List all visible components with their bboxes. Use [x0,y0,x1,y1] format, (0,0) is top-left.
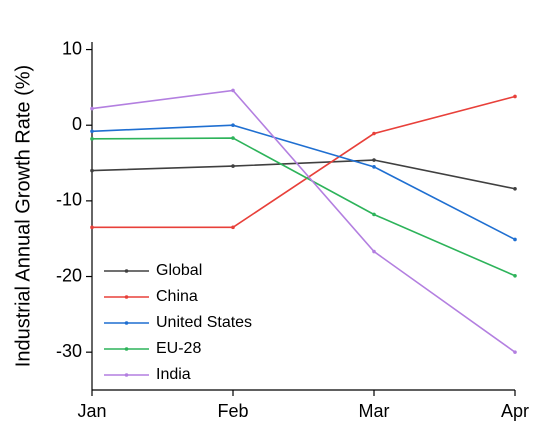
point [513,237,517,242]
legend-marker [124,373,129,377]
x-tick-label: Jan [77,401,106,421]
x-tick-label: Apr [501,401,529,421]
y-tick-label: -10 [56,190,82,210]
point [513,94,517,99]
point [372,212,376,217]
series-line [92,95,516,229]
series-line [91,137,516,277]
y-tick-label: 0 [72,114,82,134]
y-axis-title: Industrial Annual Growth Rate (%) [12,65,34,367]
legend-marker [124,295,129,299]
point [231,164,235,168]
point [231,88,235,93]
point [372,131,376,136]
point [90,168,94,173]
point [231,136,235,140]
point [90,225,94,230]
legend-label: Global [156,262,202,279]
series-line [91,124,516,241]
point [90,106,94,111]
point [372,165,376,169]
legend-marker [124,347,129,351]
y-tick-label: -30 [56,341,82,361]
point [90,129,94,134]
point [231,225,235,230]
legend-marker [124,321,129,325]
legend-label: China [156,288,198,305]
x-tick-label: Mar [359,401,390,421]
point [90,137,94,141]
legend-label: EU-28 [156,340,201,357]
series-line [91,159,516,190]
legend-label: United States [156,314,252,331]
point [513,186,517,191]
legend-marker [124,269,129,273]
point [513,273,517,278]
point [513,350,517,354]
point [372,249,376,254]
point [231,123,235,128]
y-tick-label: 10 [62,38,82,58]
series-line [91,89,516,353]
x-tick-label: Feb [217,401,248,421]
point [372,158,376,162]
legend-label: India [156,366,191,383]
y-tick-label: -20 [56,265,82,285]
